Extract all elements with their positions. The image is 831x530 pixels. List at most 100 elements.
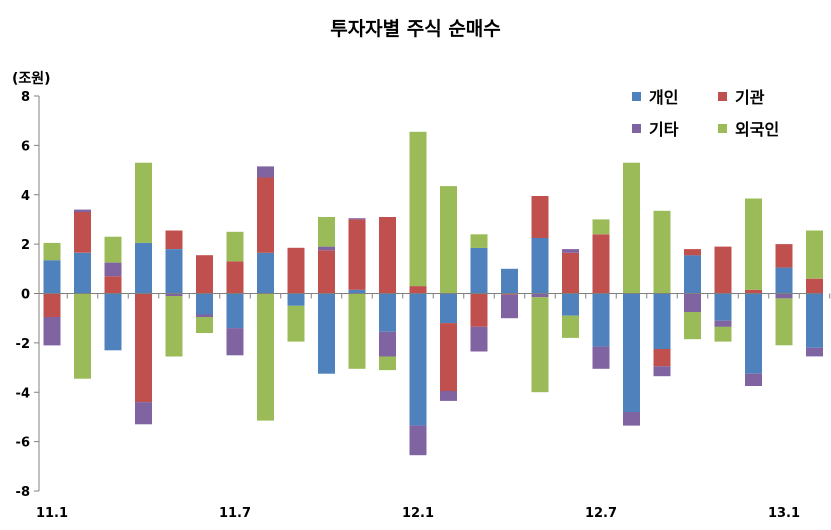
- bar-2-5: [196, 314, 213, 317]
- x-tick-label: 11.7: [219, 506, 251, 521]
- bar-1-16: [531, 196, 549, 238]
- bar-0-5: [196, 293, 213, 315]
- bar-1-7: [257, 177, 274, 253]
- bar-0-12: [409, 293, 427, 426]
- bar-3-4: [165, 296, 183, 357]
- y-tick-label: 6: [21, 139, 30, 154]
- bar-0-16: [531, 238, 549, 294]
- bar-1-24: [775, 244, 793, 268]
- bar-3-17: [562, 315, 579, 338]
- bar-2-3: [135, 402, 152, 425]
- legend-swatch: [632, 123, 641, 133]
- bar-3-5: [196, 317, 213, 333]
- y-tick-label: -4: [16, 386, 30, 401]
- bar-2-12: [409, 425, 427, 456]
- bar-2-18: [592, 346, 610, 369]
- bar-1-8: [287, 247, 305, 294]
- bar-3-0: [43, 242, 61, 261]
- bar-3-22: [714, 326, 732, 342]
- x-tick-label: 12.1: [402, 506, 434, 521]
- bar-2-16: [531, 293, 549, 298]
- bar-2-14: [470, 326, 488, 352]
- bar-2-6: [226, 328, 244, 356]
- bar-2-13: [440, 391, 457, 401]
- bar-2-9: [318, 246, 335, 251]
- bar-2-24: [775, 293, 793, 299]
- bar-3-13: [440, 186, 457, 294]
- bar-0-20: [653, 293, 671, 349]
- legend-label: 외국인: [735, 120, 780, 139]
- bar-1-15: [501, 293, 518, 295]
- bar-0-24: [775, 267, 793, 294]
- y-tick-label: -2: [16, 337, 30, 352]
- bar-0-0: [43, 260, 61, 294]
- bar-0-4: [165, 249, 183, 294]
- bar-0-25: [806, 293, 823, 348]
- x-tick-label: 13.1: [768, 506, 800, 521]
- bar-0-3: [135, 242, 152, 294]
- bar-2-2: [104, 262, 122, 277]
- bar-0-23: [745, 293, 762, 374]
- bar-2-22: [714, 320, 732, 327]
- y-tick-label: 2: [21, 238, 30, 253]
- bar-2-20: [653, 366, 671, 377]
- bar-3-23: [745, 198, 762, 290]
- legend-label: 개인: [649, 88, 679, 107]
- y-tick-label: 4: [21, 189, 30, 204]
- bar-0-2: [104, 293, 122, 351]
- y-tick-label: 8: [21, 90, 30, 105]
- bar-3-25: [806, 230, 823, 279]
- bar-0-22: [714, 293, 732, 321]
- bar-3-18: [592, 219, 610, 235]
- legend-swatch: [718, 91, 727, 101]
- legend-swatch: [632, 91, 641, 101]
- bar-0-1: [74, 252, 91, 294]
- bar-0-14: [470, 247, 488, 294]
- x-tick-label: 12.7: [585, 506, 617, 521]
- bar-1-18: [592, 234, 610, 294]
- legend-item: 외국인: [718, 116, 779, 140]
- y-tick-label: 0: [21, 288, 30, 303]
- bar-1-21: [684, 249, 701, 256]
- bar-1-3: [135, 293, 152, 403]
- bar-3-20: [653, 210, 671, 294]
- legend-label: 기관: [735, 88, 765, 107]
- bar-1-25: [806, 278, 823, 294]
- bar-3-8: [287, 305, 305, 342]
- x-tick-label: 11.1: [36, 506, 68, 521]
- bar-3-21: [684, 312, 701, 340]
- bar-1-9: [318, 250, 335, 294]
- bar-1-13: [440, 323, 457, 391]
- legend-item: 기관: [718, 84, 764, 108]
- bar-3-6: [226, 231, 244, 262]
- legend-swatch: [718, 123, 727, 133]
- bar-3-1: [74, 293, 91, 379]
- bar-0-19: [623, 293, 640, 412]
- bar-2-1: [74, 209, 91, 213]
- bar-2-25: [806, 347, 823, 357]
- y-axis-unit-label: (조원): [12, 71, 51, 87]
- bar-2-7: [257, 166, 274, 178]
- bar-3-11: [379, 356, 396, 371]
- bar-3-14: [470, 234, 488, 248]
- bar-3-9: [318, 217, 335, 247]
- bar-1-4: [165, 230, 183, 249]
- legend-item: 개인: [632, 84, 678, 108]
- bar-2-19: [623, 412, 640, 426]
- legend-item: 기타: [632, 116, 678, 140]
- bar-1-0: [43, 293, 61, 317]
- bar-0-10: [348, 289, 366, 294]
- bar-0-15: [501, 268, 518, 294]
- bar-1-22: [714, 246, 732, 294]
- bar-2-11: [379, 331, 396, 357]
- bar-1-2: [104, 276, 122, 294]
- bar-0-17: [562, 293, 579, 316]
- bar-2-17: [562, 249, 579, 253]
- bar-1-5: [196, 255, 213, 294]
- bar-1-17: [562, 252, 579, 294]
- bar-2-4: [165, 293, 183, 296]
- bar-3-3: [135, 162, 152, 243]
- bar-1-23: [745, 289, 762, 294]
